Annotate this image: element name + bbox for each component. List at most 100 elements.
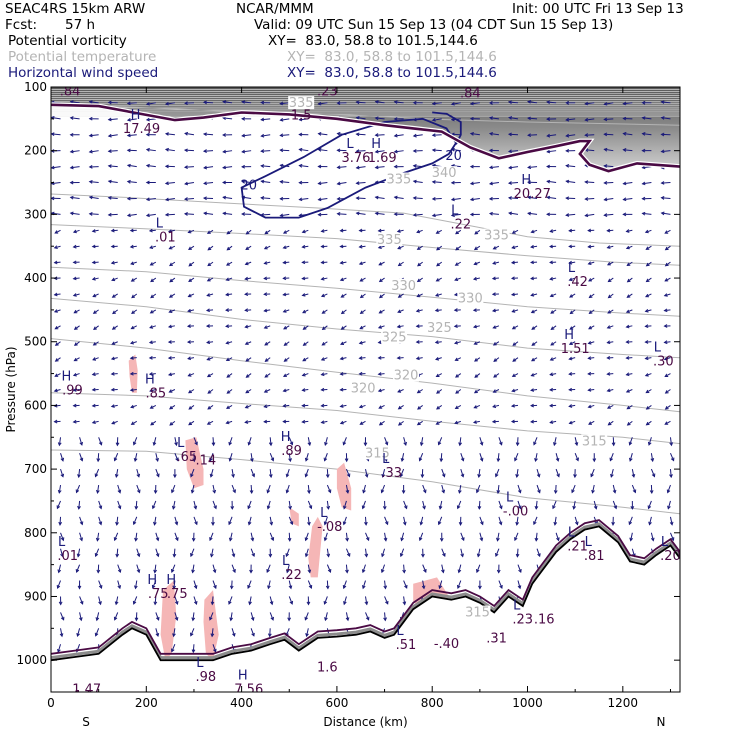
wind-vector-head [436,390,440,394]
y-tick-label: 800 [24,526,47,540]
wind-vector-head [98,441,103,446]
wind-vector-head [496,490,501,495]
wind-vector-head [454,277,459,281]
wind-vector [516,469,519,478]
wind-vector-head [472,324,478,329]
wind-vector [343,500,347,509]
wind-vector [457,500,462,509]
wind-vector-head [568,341,573,345]
wind-vector-head [381,553,385,558]
wind-vector-head [439,458,444,463]
hl-marker-letter: L [346,137,354,152]
wind-vector-head [286,569,290,574]
wind-vector-head [527,133,532,138]
wind-vector [326,484,331,493]
wind-vector-head [76,553,81,558]
wind-vector-head [473,261,478,266]
hl-marker-letter: L [585,535,593,550]
wind-vector-head [355,211,360,216]
wind-vector [288,580,292,589]
wind-vector-head [510,292,515,297]
wind-speed-contour [432,111,462,145]
theta-isentrope [51,266,680,317]
wind-vector-head [628,441,633,446]
wind-vector-head [131,310,135,315]
wind-vector [184,213,194,215]
wind-vector-head [151,505,156,510]
wind-vector [470,182,480,185]
wind-vector [127,164,137,168]
hl-marker-value: .21 [567,539,588,554]
wind-vector [98,437,102,445]
wind-vector-head [362,489,366,494]
wind-vector-head [110,404,115,408]
theta-label-bg [288,96,315,110]
wind-vector [356,150,366,152]
wind-vector [305,532,309,541]
wind-vector-head [456,505,461,510]
wind-vector-head [565,163,570,168]
wind-vector-head [345,617,350,622]
wind-vector-head [415,324,420,328]
wind-vector-head [626,294,631,298]
wind-vector [212,644,217,652]
wind-vector [135,500,138,509]
wind-vector-head [260,117,265,122]
wind-vector [108,134,118,137]
header-org: NCAR/MMM [236,1,314,17]
wind-vector [498,500,503,509]
wind-vector-head [603,102,608,106]
wind-vector [51,133,61,136]
wind-vector-head [167,324,172,329]
wind-vector-head [308,584,313,589]
wind-vector-head [317,147,322,152]
wind-vector-head [344,458,349,463]
wind-vector [432,102,442,105]
wind-vector-head [479,457,484,462]
wind-vector [574,516,578,525]
wind-vector-head [650,537,655,542]
wind-vector [547,196,557,199]
wind-vector-head [131,294,135,299]
wind-vector-head [421,553,425,558]
wind-vector-head [150,278,154,283]
hl-marker-letter: H [62,369,72,384]
wind-vector [98,516,102,525]
wind-vector-head [415,340,420,344]
wind-vector [508,150,519,152]
wind-vector-head [153,569,158,574]
wind-vector [356,101,366,104]
wind-vector-head [511,388,516,393]
wind-vector [533,516,538,525]
wind-vector-head [527,100,532,104]
wind-vector-head [172,585,177,590]
wind-vector-head [79,521,84,526]
wind-vector-head [188,389,192,394]
wind-vector-head [474,374,479,378]
wind-vector-head [174,442,178,447]
wind-vector [413,180,423,184]
wind-vector-head [228,521,232,526]
wind-vector [403,580,408,589]
wind-vector-head [584,213,589,218]
y-axis-label: Pressure (hPa) [4,346,18,432]
wind-vector-head [225,405,230,409]
wind-vector-head [534,537,539,542]
wind-vector-head [511,245,516,250]
theta-label: 330 [458,292,483,307]
wind-vector-head [488,196,493,201]
wind-vector-head [206,340,211,345]
wind-vector-head [148,228,153,233]
wind-vector [299,148,309,152]
wind-vector-head [442,553,446,558]
wind-vector-head [645,246,650,250]
wind-vector-head [203,211,208,216]
wind-vector [212,437,215,446]
wind-vector-head [533,441,537,446]
wind-vector [204,182,214,184]
wind-vector [479,516,484,525]
wind-vector-head [155,553,160,558]
wind-vector-head [396,229,401,233]
wind-vector-head [435,278,440,282]
wind-vector-head [60,616,65,621]
